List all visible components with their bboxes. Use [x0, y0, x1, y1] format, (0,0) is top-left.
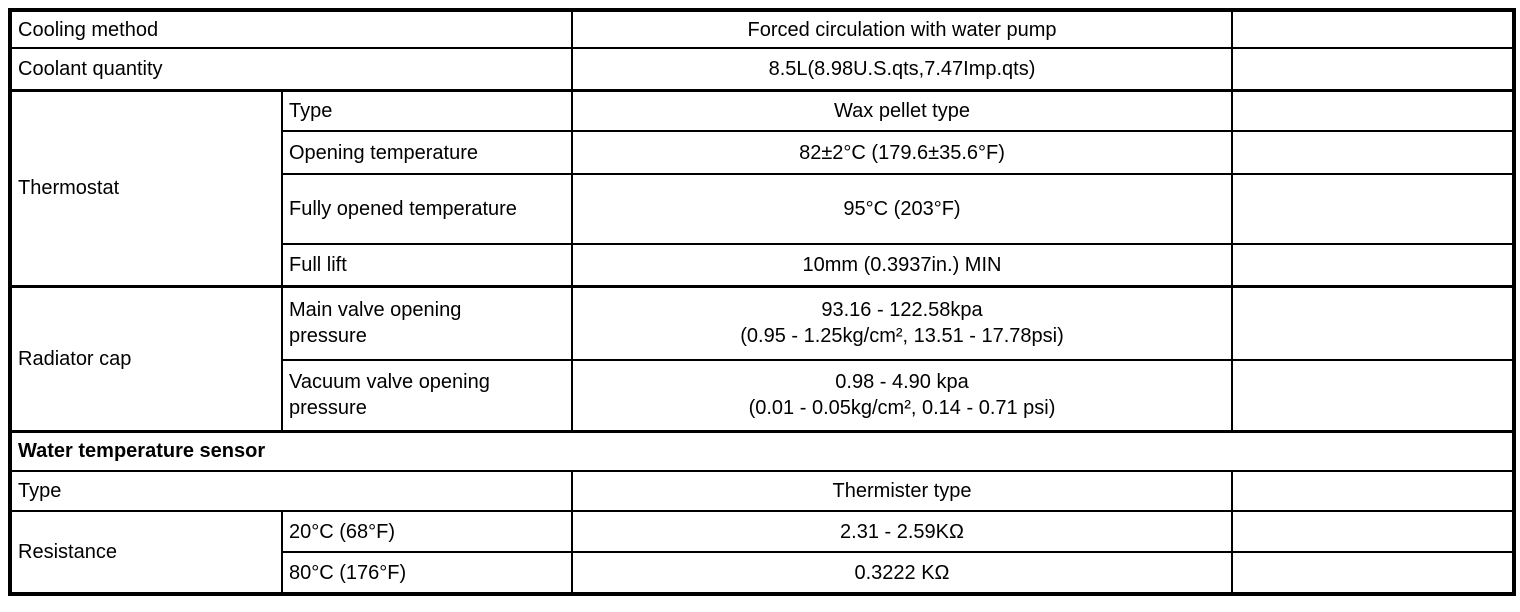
vacuum-valve-opening-pressure-value: 0.98 - 4.90 kpa (0.01 - 0.05kg/cm², 0.14… — [571, 359, 1233, 432]
cooling-system-spec-table: Cooling method Forced circulation with w… — [8, 8, 1516, 596]
fully-opened-temperature-label: Fully opened temperature — [281, 173, 573, 245]
fully-opened-temperature-label-text: Fully opened temperature — [289, 198, 517, 220]
empty-cell — [1231, 284, 1515, 361]
main-valve-opening-pressure-label: Main valve opening pressure — [281, 284, 573, 361]
empty-cell — [1231, 173, 1515, 245]
resistance-20c-label: 20°C (68°F) — [281, 510, 573, 553]
vacuum-valve-opening-pressure-label: Vacuum valve opening pressure — [281, 359, 573, 432]
row-resistance-20c: Resistance 20°C (68°F) 2.31 - 2.59KΩ — [9, 510, 1515, 595]
thermostat-label: Thermostat — [9, 88, 283, 287]
resistance-label: Resistance — [9, 510, 283, 595]
row-coolant-quantity: Coolant quantity 8.5L(8.98U.S.qts,7.47Im… — [9, 47, 1515, 91]
empty-cell — [1231, 243, 1515, 287]
main-valve-opening-pressure-label-text: Main valve opening pressure — [289, 299, 462, 348]
resistance-80c-label: 80°C (176°F) — [281, 551, 573, 595]
row-opening-temperature: Opening temperature 82±2°C (179.6±35.6°F… — [10, 130, 1515, 175]
row-full-lift: Full lift 10mm (0.3937in.) MIN — [10, 243, 1515, 287]
row-fully-opened-temperature: Fully opened temperature 95°C (203°F) — [10, 173, 1515, 245]
opening-temperature-value: 82±2°C (179.6±35.6°F) — [571, 130, 1233, 175]
full-lift-value: 10mm (0.3937in.) MIN — [571, 243, 1233, 287]
coolant-quantity-value: 8.5L(8.98U.S.qts,7.47Imp.qts) — [571, 47, 1233, 91]
empty-cell — [1231, 470, 1515, 512]
row-cooling-method: Cooling method Forced circulation with w… — [9, 9, 1515, 49]
vacuum-valve-value-line2: (0.01 - 0.05kg/cm², 0.14 - 0.71 psi) — [748, 397, 1056, 420]
empty-cell — [1231, 551, 1515, 595]
radiator-cap-label: Radiator cap — [9, 284, 283, 432]
empty-cell — [1231, 130, 1515, 175]
cooling-method-value: Forced circulation with water pump — [571, 9, 1233, 49]
empty-cell — [1231, 9, 1515, 49]
main-valve-value-line2: (0.95 - 1.25kg/cm², 13.51 - 17.78psi) — [740, 325, 1064, 348]
row-resistance-80c: 80°C (176°F) 0.3222 KΩ — [10, 551, 1515, 595]
fully-opened-temperature-value: 95°C (203°F) — [571, 173, 1233, 245]
coolant-quantity-label: Coolant quantity — [9, 47, 573, 91]
main-valve-value-line1: 93.16 - 122.58kpa — [821, 299, 983, 322]
row-vacuum-valve-opening-pressure: Vacuum valve opening pressure 0.98 - 4.9… — [10, 359, 1515, 432]
opening-temperature-label: Opening temperature — [281, 130, 573, 175]
row-water-temperature-sensor-header: Water temperature sensor — [9, 429, 1515, 472]
water-temperature-sensor-header: Water temperature sensor — [9, 429, 1515, 472]
sensor-type-value: Thermister type — [571, 470, 1233, 512]
sensor-type-label: Type — [9, 470, 573, 512]
full-lift-label: Full lift — [281, 243, 573, 287]
empty-cell — [1231, 359, 1515, 432]
resistance-80c-value: 0.3222 KΩ — [571, 551, 1233, 595]
empty-cell — [1231, 510, 1515, 553]
thermostat-type-value: Wax pellet type — [571, 88, 1233, 132]
cooling-method-label: Cooling method — [9, 9, 573, 49]
row-main-valve-opening-pressure: Radiator cap Main valve opening pressure… — [9, 284, 1515, 432]
resistance-20c-value: 2.31 - 2.59KΩ — [571, 510, 1233, 553]
row-sensor-type: Type Thermister type — [9, 470, 1515, 512]
vacuum-valve-value-line1: 0.98 - 4.90 kpa — [835, 371, 969, 394]
row-thermostat-type: Thermostat Type Wax pellet type — [9, 88, 1515, 287]
empty-cell — [1231, 88, 1515, 132]
vacuum-valve-opening-pressure-label-text: Vacuum valve opening pressure — [289, 371, 490, 420]
main-valve-opening-pressure-value: 93.16 - 122.58kpa (0.95 - 1.25kg/cm², 13… — [571, 284, 1233, 361]
empty-cell — [1231, 47, 1515, 91]
thermostat-type-label: Type — [281, 88, 573, 132]
